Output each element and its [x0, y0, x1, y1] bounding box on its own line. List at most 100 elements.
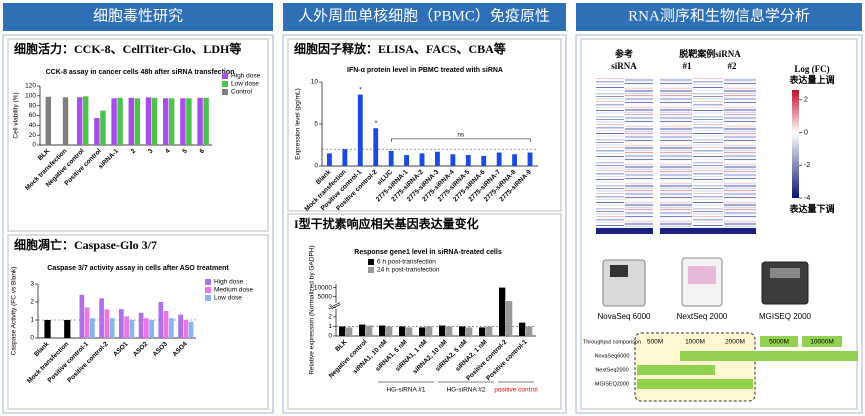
bar: [466, 327, 473, 336]
y-tick-label: 10: [311, 79, 319, 86]
throughput-bar: [637, 379, 753, 389]
bar: [100, 110, 106, 145]
bar: [90, 318, 95, 338]
bar: [111, 98, 117, 145]
bar: [76, 97, 83, 145]
table-cell: [760, 336, 798, 347]
table-header: 1000M: [685, 339, 705, 346]
table-header: 10000M: [810, 339, 834, 346]
axis-break: [331, 304, 341, 309]
bar: [499, 287, 506, 336]
bar: [512, 154, 518, 166]
heatmap-cells: [625, 78, 653, 228]
heatmap-cells: [660, 78, 692, 228]
panel-frame: [2, 34, 274, 414]
y-tick-label: 80: [29, 102, 37, 109]
section-frame: [7, 38, 269, 232]
y-axis-label: Caspase Activity (FC vs Blank): [11, 267, 18, 356]
section-frame: [7, 234, 269, 410]
x-tick-label: ASO4: [171, 340, 189, 358]
legend-label: Low dose: [214, 295, 242, 302]
bar: [84, 307, 90, 338]
instrument-icon: [770, 268, 800, 278]
bar: [158, 302, 164, 338]
bar: [83, 96, 89, 145]
bar: [169, 98, 175, 145]
legend-label: Control: [231, 89, 253, 96]
bar: [342, 149, 348, 166]
table-header: Throughput comparison: [583, 339, 641, 345]
bar: [439, 325, 446, 336]
y-tick-label: 1: [328, 323, 332, 330]
bar: [399, 326, 406, 336]
legend-label: High dose: [231, 73, 261, 80]
legend-swatch: [222, 81, 228, 87]
legend-swatch: [222, 89, 228, 95]
bar: [404, 155, 410, 166]
legend-swatch: [222, 73, 228, 79]
heatmap-label: 参考: [615, 48, 633, 59]
y-tick-label: 60: [29, 112, 37, 119]
table-header: 500M: [647, 339, 663, 346]
panel-title: 人外周血单核细胞（PBMC）免疫原性: [298, 7, 550, 24]
bar: [506, 301, 513, 336]
bar: [180, 98, 186, 145]
throughput-bar: [680, 351, 858, 361]
panel-title: 细胞毒性研究: [93, 7, 183, 24]
colorbar-label: 表达量下调: [788, 203, 834, 214]
y-tick-label: 2: [328, 314, 332, 321]
bar: [203, 97, 209, 145]
bar: [379, 325, 386, 336]
bar: [435, 151, 440, 166]
throughput-bar: [637, 365, 715, 375]
heatmap-cells: [693, 78, 723, 228]
y-tick-label: 3: [328, 304, 332, 311]
bar: [138, 312, 144, 338]
header-bar: [576, 3, 862, 31]
bar: [359, 324, 366, 336]
bar: [346, 327, 353, 336]
bar: [479, 327, 486, 336]
section-title: 细胞活力：CCK-8、CellTiter-Glo、LDH等: [14, 41, 241, 56]
colorbar-label: 表达量上调: [788, 74, 834, 85]
group-label: HG-siRNA #2: [446, 387, 485, 394]
x-tick-label: 5: [181, 147, 189, 155]
instrument-label: NovaSeq 6000: [598, 312, 651, 321]
bar: [486, 326, 493, 336]
panel-frame: [282, 34, 567, 414]
bar: [386, 326, 393, 336]
bar: [327, 153, 332, 166]
bar: [496, 152, 502, 166]
bar: [62, 97, 69, 145]
chart-title: Response gene1 level in siRNA-treated ce…: [354, 249, 502, 256]
bar: [197, 97, 203, 145]
y-tick-label: 1: [30, 317, 34, 324]
bar: [117, 97, 123, 145]
y-tick-label: 5: [314, 121, 318, 128]
bar: [183, 320, 189, 338]
table-header: 5000M: [769, 339, 789, 346]
legend-label: 6 h post-transfection: [377, 259, 436, 266]
bar: [178, 314, 183, 338]
chart-title: CCK-8 assay in cancer cells 48h after si…: [46, 69, 235, 76]
bar: [519, 322, 526, 336]
x-tick-label: 4: [164, 147, 172, 155]
chart-title: IFN-α protein level in PBMC treated with…: [347, 67, 503, 74]
bar: [44, 320, 51, 338]
bar: [357, 94, 363, 166]
y-axis-label: Relative expression (Normalized by GADPH…: [309, 245, 316, 374]
bar: [104, 309, 110, 338]
legend-label: High dose: [214, 279, 244, 286]
legend-swatch: [368, 259, 374, 265]
heatmap-label: #2: [728, 61, 738, 71]
bar: [163, 311, 169, 338]
bar: [465, 155, 471, 166]
y-tick-label: 120: [25, 83, 36, 90]
bar: [188, 321, 194, 338]
section-frame: [580, 38, 858, 410]
heatmap-cells: [596, 228, 653, 234]
legend-label: Low dose: [231, 81, 259, 88]
legend-swatch: [368, 267, 374, 273]
x-tick-label: BLK: [37, 147, 52, 162]
